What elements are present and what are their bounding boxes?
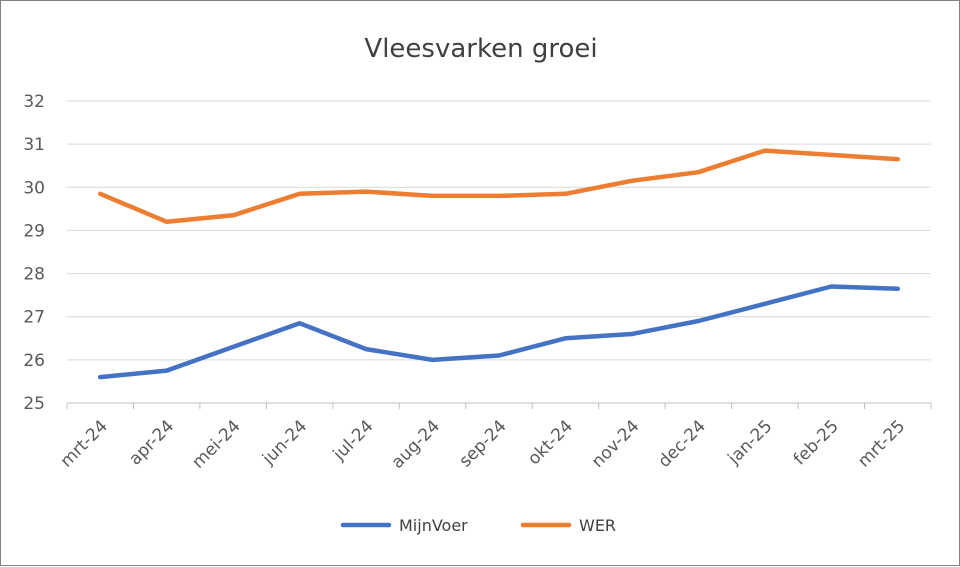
data-point: [631, 333, 633, 335]
data-point: [498, 355, 500, 357]
x-axis-ticks: mrt-24 apr-24 mei-24 jun-24 jul-24 aug-24 sep-…: [57, 416, 910, 472]
data-point: [764, 303, 766, 305]
x-tick-label: jun-24: [258, 416, 311, 469]
data-point: [166, 221, 168, 223]
data-point: [830, 286, 832, 288]
data-point: [564, 337, 566, 339]
data-point: [166, 370, 168, 372]
data-point: [99, 376, 101, 378]
series-line-mijnvoer: [97, 284, 901, 380]
x-tick-label: mrt-25: [854, 416, 909, 471]
y-tick-label: 31: [23, 135, 45, 155]
y-tick-label: 32: [23, 92, 45, 112]
data-point: [897, 158, 899, 160]
x-tick-label: okt-24: [524, 416, 577, 469]
x-tick-label: mrt-24: [57, 416, 112, 471]
gridlines: [66, 100, 932, 409]
data-point: [365, 191, 367, 193]
data-point: [631, 180, 633, 182]
x-tick-label: jul-24: [329, 416, 378, 465]
data-point: [897, 288, 899, 290]
data-point: [432, 195, 434, 197]
data-point: [764, 150, 766, 152]
data-point: [299, 322, 301, 324]
x-tick-label: dec-24: [655, 416, 710, 471]
y-tick-label: 26: [23, 351, 45, 371]
data-point: [99, 193, 101, 195]
data-point: [830, 154, 832, 156]
x-tick-label: apr-24: [125, 416, 178, 469]
chart-title: Vleesvarken groei: [364, 34, 597, 64]
data-point: [299, 193, 301, 195]
x-tick-label: aug-24: [388, 416, 444, 472]
legend: MijnVoer WER: [340, 516, 616, 535]
y-tick-label: 30: [23, 178, 45, 198]
data-point: [697, 320, 699, 322]
data-point: [365, 348, 367, 350]
x-tick-label: feb-25: [790, 416, 843, 469]
data-point: [232, 214, 234, 216]
x-tick-label: mei-24: [188, 416, 244, 472]
x-tick-label: jan-25: [724, 416, 777, 469]
legend-label: WER: [579, 516, 616, 535]
y-tick-label: 25: [23, 394, 45, 414]
data-point: [697, 171, 699, 173]
legend-label: MijnVoer: [399, 516, 468, 535]
x-tick-label: nov-24: [588, 416, 644, 472]
series-lines: [97, 148, 901, 380]
data-point: [232, 346, 234, 348]
data-point: [432, 359, 434, 361]
y-tick-label: 29: [23, 221, 45, 241]
y-axis-ticks: 25 26 27 28 29 30 31 32: [23, 92, 45, 414]
series-line-wer: [97, 148, 901, 225]
x-tick-label: sep-24: [455, 416, 510, 471]
y-tick-label: 27: [23, 308, 45, 328]
data-point: [498, 195, 500, 197]
data-point: [564, 193, 566, 195]
y-tick-label: 28: [23, 265, 45, 285]
